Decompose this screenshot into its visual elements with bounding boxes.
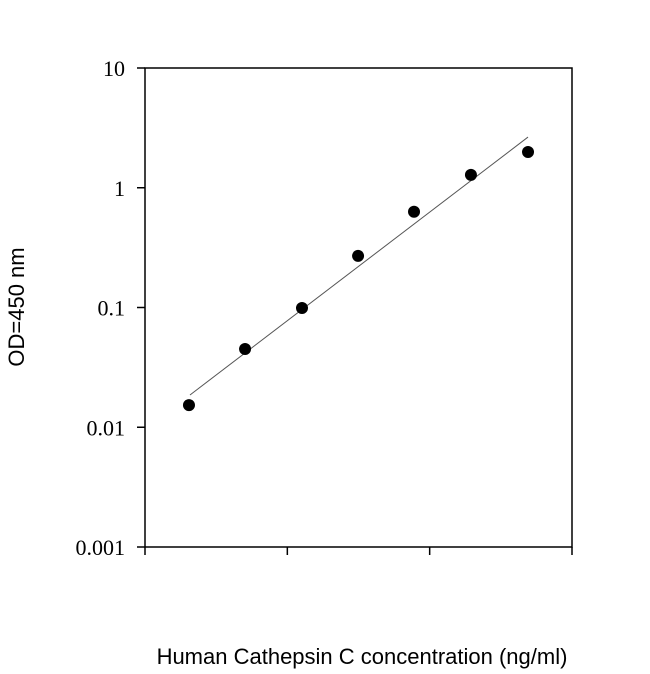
x-axis-label: Human Cathepsin C concentration (ng/ml) xyxy=(157,644,568,669)
y-tick-label: 10 xyxy=(103,56,125,81)
y-tick-label: 1 xyxy=(114,176,125,201)
data-point xyxy=(352,249,365,262)
y-tick-label: 0.001 xyxy=(76,535,126,560)
plot-frame xyxy=(144,67,573,548)
data-point xyxy=(239,343,252,356)
data-point xyxy=(295,302,308,315)
fit-line xyxy=(189,136,529,396)
y-tick-label: 0.01 xyxy=(87,415,126,440)
data-point xyxy=(464,168,477,181)
data-point xyxy=(522,145,535,158)
y-axis-label: OD=450 nm xyxy=(4,247,29,366)
data-point xyxy=(182,399,195,412)
y-tick-label: 0.1 xyxy=(98,296,126,321)
data-point xyxy=(408,205,421,218)
